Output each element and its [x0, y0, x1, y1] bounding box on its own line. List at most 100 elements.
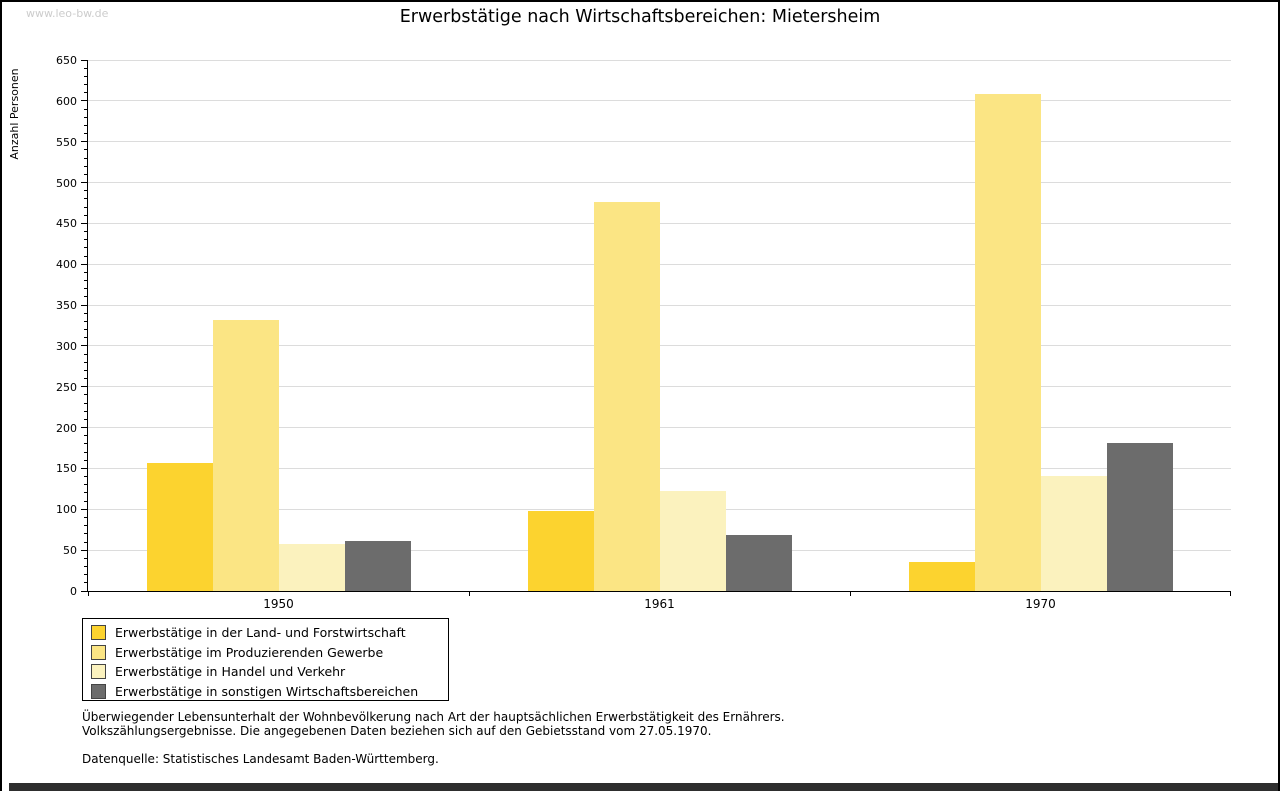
y-tick-minor	[84, 247, 88, 249]
bar-series4-1970	[1106, 443, 1173, 591]
x-tick-label: 1950	[263, 597, 294, 611]
footnote-line1: Überwiegender Lebensunterhalt der Wohnbe…	[82, 710, 785, 724]
legend-swatch	[91, 683, 106, 699]
y-gridline	[88, 467, 1231, 469]
y-tick-minor	[84, 418, 88, 420]
bar-series1-1961	[527, 510, 594, 591]
legend-label: Erwerbstätige in Handel und Verkehr	[115, 664, 346, 680]
bottom-frame-band	[9, 783, 1278, 791]
y-tick-label: 0	[70, 585, 77, 598]
y-tick-major	[81, 427, 88, 429]
bar-series3-1950	[278, 544, 345, 591]
y-tick-label: 550	[56, 135, 77, 149]
y-tick-label: 650	[56, 54, 77, 67]
y-tick-minor	[84, 157, 88, 159]
bar-series4-1950	[344, 541, 411, 591]
y-tick-minor	[84, 288, 88, 290]
y-tick-minor	[84, 574, 88, 576]
y-tick-minor	[84, 214, 88, 216]
y-tick-major	[81, 263, 88, 265]
y-tick-minor	[84, 369, 88, 371]
bar-series1-1950	[146, 462, 213, 591]
y-tick-label: 450	[56, 217, 77, 231]
y-gridline	[88, 59, 1231, 61]
y-tick-minor	[84, 443, 88, 445]
y-tick-minor	[84, 492, 88, 494]
y-tick-minor	[84, 190, 88, 192]
y-tick-major	[81, 345, 88, 347]
legend-swatch	[91, 625, 106, 641]
legend-swatch	[91, 664, 106, 680]
y-tick-minor	[84, 402, 88, 404]
y-tick-minor	[84, 476, 88, 478]
y-tick-minor	[84, 378, 88, 380]
y-tick-major	[81, 100, 88, 102]
bar-series2-1950	[212, 319, 279, 591]
x-tick	[1230, 591, 1231, 596]
y-tick-minor	[84, 108, 88, 110]
y-tick-label: 50	[63, 544, 77, 558]
y-tick-minor	[84, 329, 88, 331]
y-gridline	[88, 263, 1231, 265]
chart-title: Erwerbstätige nach Wirtschaftsbereichen:…	[399, 7, 881, 27]
y-tick-minor	[84, 280, 88, 282]
legend-item: Erwerbstätige in sonstigen Wirtschaftsbe…	[83, 682, 448, 702]
y-tick-minor	[84, 75, 88, 77]
y-tick-major	[81, 141, 88, 143]
x-tick	[850, 591, 851, 596]
y-tick-major	[81, 508, 88, 510]
y-tick-minor	[84, 525, 88, 527]
y-tick-minor	[84, 198, 88, 200]
y-tick-label: 300	[56, 339, 77, 353]
legend-label: Erwerbstätige in der Land- und Forstwirt…	[115, 625, 406, 641]
legend-item: Erwerbstätige im Produzierenden Gewerbe	[83, 643, 448, 663]
bar-series2-1970	[974, 93, 1041, 591]
y-axis-label: Anzahl Personen	[8, 68, 21, 160]
y-tick-minor	[84, 353, 88, 355]
y-tick-minor	[84, 239, 88, 241]
y-gridline	[88, 304, 1231, 306]
y-gridline	[88, 222, 1231, 224]
bar-series3-1970	[1040, 475, 1107, 591]
y-tick-minor	[84, 67, 88, 69]
y-tick-label: 500	[56, 176, 77, 190]
y-tick-minor	[84, 516, 88, 518]
y-gridline	[88, 427, 1231, 429]
y-tick-minor	[84, 410, 88, 412]
y-tick-label: 250	[56, 380, 77, 394]
y-tick-minor	[84, 337, 88, 339]
legend-box: Erwerbstätige in der Land- und Forstwirt…	[82, 618, 449, 701]
y-tick-major	[81, 549, 88, 551]
y-tick-minor	[84, 149, 88, 151]
x-tick-label: 1970	[1025, 597, 1056, 611]
y-tick-minor	[84, 394, 88, 396]
y-tick-label: 100	[56, 503, 77, 517]
y-tick-minor	[84, 484, 88, 486]
bar-series2-1961	[593, 202, 660, 591]
x-tick	[88, 591, 89, 596]
watermark: www.leo-bw.de	[26, 7, 109, 20]
data-source: Datenquelle: Statistisches Landesamt Bad…	[82, 752, 439, 766]
bar-series3-1961	[659, 491, 726, 591]
y-tick-minor	[84, 116, 88, 118]
y-tick-minor	[84, 84, 88, 86]
y-tick-label: 150	[56, 462, 77, 476]
y-tick-minor	[84, 124, 88, 126]
footnote: Überwiegender Lebensunterhalt der Wohnbe…	[82, 710, 785, 738]
y-tick-major	[81, 467, 88, 469]
y-tick-minor	[84, 533, 88, 535]
y-tick-minor	[84, 271, 88, 273]
x-tick-label: 1961	[644, 597, 675, 611]
y-tick-label: 400	[56, 258, 77, 272]
legend-item: Erwerbstätige in Handel und Verkehr	[83, 662, 448, 682]
y-tick-label: 350	[56, 299, 77, 313]
y-tick-major	[81, 386, 88, 388]
y-tick-minor	[84, 165, 88, 167]
y-gridline	[88, 345, 1231, 347]
y-tick-minor	[84, 206, 88, 208]
y-tick-label: 600	[56, 94, 77, 108]
y-tick-minor	[84, 459, 88, 461]
bar-series1-1970	[908, 562, 975, 591]
y-tick-minor	[84, 451, 88, 453]
